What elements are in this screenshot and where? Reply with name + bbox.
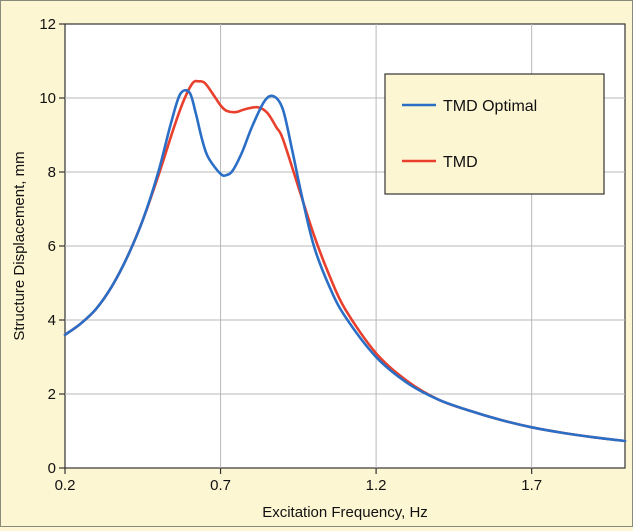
series-line-tmd-optimal [63, 88, 627, 443]
x-tick-label: 1.2 [366, 477, 387, 494]
x-axis-title: Excitation Frequency, Hz [262, 504, 428, 521]
legend-box [384, 73, 605, 195]
legend: TMD Optimal TMD [384, 73, 605, 195]
x-tick-label: 0.7 [210, 477, 231, 494]
legend-label-tmd: TMD [443, 154, 478, 171]
y-tick-label: 10 [39, 90, 56, 107]
y-tick-label: 6 [48, 238, 56, 255]
y-tick-label: 2 [48, 386, 56, 403]
x-axis-ticks: 0.2 0.7 1.2 1.7 [55, 468, 542, 494]
series-lines [63, 79, 627, 443]
y-tick-label: 0 [48, 460, 56, 477]
y-tick-label: 8 [48, 164, 56, 181]
grid-lines [65, 24, 625, 468]
y-tick-label: 12 [39, 16, 56, 33]
x-tick-label: 0.2 [55, 477, 76, 494]
legend-label-tmd-optimal: TMD Optimal [443, 98, 537, 115]
y-tick-label: 4 [48, 312, 56, 329]
y-axis-title: Structure Displacement, mm [11, 151, 28, 340]
x-tick-label: 1.7 [521, 477, 542, 494]
y-axis-ticks: 0 2 4 6 8 10 12 [39, 16, 65, 477]
